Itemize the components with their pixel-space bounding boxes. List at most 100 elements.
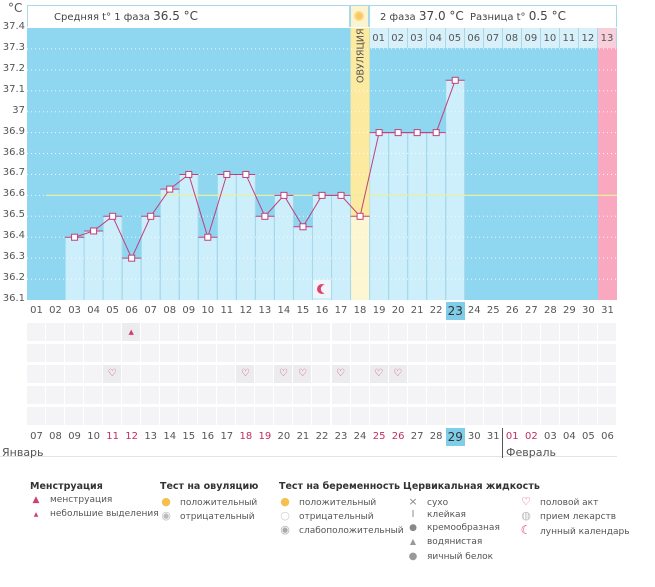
event-cell[interactable] bbox=[369, 323, 388, 341]
event-cell[interactable] bbox=[236, 344, 255, 362]
event-cell[interactable] bbox=[407, 407, 426, 425]
event-cell[interactable] bbox=[27, 344, 45, 362]
event-cell[interactable] bbox=[46, 323, 65, 341]
event-cell[interactable] bbox=[255, 323, 274, 341]
calendar-date-label[interactable]: 08 bbox=[49, 431, 62, 442]
event-cell[interactable] bbox=[407, 386, 426, 404]
event-cell[interactable] bbox=[388, 344, 407, 362]
event-cell[interactable] bbox=[426, 365, 445, 383]
event-cell[interactable] bbox=[255, 407, 274, 425]
event-cell[interactable] bbox=[578, 344, 597, 362]
event-cell[interactable] bbox=[540, 365, 559, 383]
event-cell[interactable] bbox=[27, 323, 45, 341]
cycle-day-label[interactable]: 24 bbox=[467, 305, 481, 316]
event-cell[interactable] bbox=[274, 386, 293, 404]
event-cell[interactable] bbox=[141, 386, 160, 404]
event-cell[interactable] bbox=[521, 365, 540, 383]
event-cell[interactable] bbox=[350, 407, 369, 425]
cycle-day-label[interactable]: 16 bbox=[315, 305, 329, 316]
event-cell[interactable] bbox=[46, 344, 65, 362]
event-cell[interactable] bbox=[407, 323, 426, 341]
event-cell[interactable] bbox=[141, 407, 160, 425]
event-cell[interactable] bbox=[122, 344, 141, 362]
event-cell[interactable] bbox=[388, 407, 407, 425]
event-cell[interactable] bbox=[464, 323, 483, 341]
event-cell[interactable] bbox=[141, 365, 160, 383]
event-cell[interactable] bbox=[464, 386, 483, 404]
event-cell[interactable] bbox=[597, 365, 616, 383]
event-cell[interactable]: ♡ bbox=[369, 365, 388, 383]
event-cell[interactable] bbox=[559, 386, 578, 404]
event-cell[interactable] bbox=[46, 386, 65, 404]
event-cell[interactable] bbox=[179, 365, 198, 383]
event-cell[interactable] bbox=[103, 386, 122, 404]
event-cell[interactable] bbox=[464, 365, 483, 383]
event-cell[interactable] bbox=[331, 344, 350, 362]
cycle-day-label[interactable]: 31 bbox=[601, 305, 614, 316]
event-cell[interactable] bbox=[122, 386, 141, 404]
event-cell[interactable] bbox=[578, 323, 597, 341]
event-cell[interactable]: ♡ bbox=[236, 365, 255, 383]
event-cell[interactable]: ♡ bbox=[293, 365, 312, 383]
event-cell[interactable] bbox=[84, 386, 103, 404]
event-cell[interactable] bbox=[559, 407, 578, 425]
cycle-day-label[interactable]: 03 bbox=[68, 305, 81, 316]
event-cell[interactable] bbox=[179, 344, 198, 362]
cycle-day-label[interactable]: 01 bbox=[30, 305, 43, 316]
event-cell[interactable] bbox=[160, 365, 179, 383]
event-cell[interactable] bbox=[540, 407, 559, 425]
event-cell[interactable] bbox=[141, 323, 160, 341]
cycle-day-label[interactable]: 21 bbox=[410, 305, 424, 316]
event-cell[interactable] bbox=[540, 323, 559, 341]
event-cell[interactable] bbox=[445, 407, 464, 425]
calendar-date-label[interactable]: 27 bbox=[410, 431, 424, 442]
event-cell[interactable] bbox=[160, 407, 179, 425]
calendar-date-label[interactable]: 10 bbox=[87, 431, 100, 442]
event-cell[interactable] bbox=[236, 323, 255, 341]
event-cell[interactable] bbox=[236, 407, 255, 425]
event-cell[interactable] bbox=[160, 344, 179, 362]
event-cell[interactable] bbox=[217, 386, 236, 404]
calendar-date-label[interactable]: 06 bbox=[601, 431, 614, 442]
event-cell[interactable] bbox=[597, 386, 616, 404]
event-cell[interactable] bbox=[65, 365, 84, 383]
event-cell[interactable] bbox=[84, 407, 103, 425]
event-cell[interactable] bbox=[483, 344, 502, 362]
event-cell[interactable] bbox=[597, 407, 616, 425]
event-cell[interactable] bbox=[464, 407, 483, 425]
event-cell[interactable]: ♡ bbox=[331, 365, 350, 383]
event-cell[interactable] bbox=[274, 323, 293, 341]
event-cell[interactable] bbox=[597, 323, 616, 341]
calendar-date-label[interactable]: 28 bbox=[429, 431, 443, 442]
event-cell[interactable]: ▲ bbox=[122, 323, 141, 341]
cycle-day-label[interactable]: 22 bbox=[429, 305, 443, 316]
calendar-date-label[interactable]: 09 bbox=[68, 431, 81, 442]
cycle-day-label[interactable]: 28 bbox=[543, 305, 557, 316]
cycle-day-label[interactable]: 25 bbox=[486, 305, 500, 316]
event-cell[interactable] bbox=[331, 386, 350, 404]
event-cell[interactable] bbox=[388, 323, 407, 341]
calendar-date-label[interactable]: 22 bbox=[315, 431, 329, 442]
event-cell[interactable] bbox=[46, 365, 65, 383]
calendar-date-label[interactable]: 21 bbox=[296, 431, 310, 442]
event-cell[interactable] bbox=[578, 365, 597, 383]
event-cell[interactable] bbox=[426, 344, 445, 362]
cycle-day-label[interactable]: 27 bbox=[524, 305, 538, 316]
event-cell[interactable] bbox=[426, 386, 445, 404]
calendar-date-label[interactable]: 17 bbox=[220, 431, 234, 442]
event-cell[interactable] bbox=[350, 344, 369, 362]
event-cell[interactable] bbox=[160, 386, 179, 404]
event-cell[interactable] bbox=[540, 344, 559, 362]
calendar-date-label[interactable]: 13 bbox=[144, 431, 158, 442]
event-cell[interactable] bbox=[84, 365, 103, 383]
event-cell[interactable] bbox=[293, 323, 312, 341]
event-cell[interactable] bbox=[255, 386, 274, 404]
event-cell[interactable] bbox=[483, 407, 502, 425]
calendar-date-label[interactable]: 31 bbox=[486, 431, 500, 442]
event-cell[interactable] bbox=[198, 386, 217, 404]
event-cell[interactable] bbox=[46, 407, 65, 425]
calendar-date-label[interactable]: 02 bbox=[524, 431, 538, 442]
event-cell[interactable] bbox=[521, 407, 540, 425]
cycle-day-label[interactable]: 05 bbox=[106, 305, 119, 316]
event-cell[interactable] bbox=[312, 323, 331, 341]
